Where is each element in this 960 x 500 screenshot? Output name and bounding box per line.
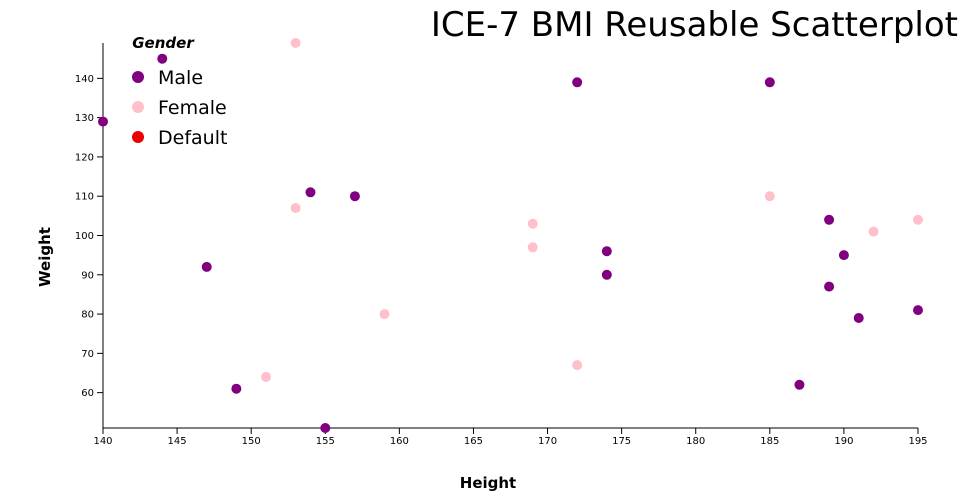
legend-marker-female bbox=[132, 101, 144, 113]
x-tick-label: 180 bbox=[686, 436, 705, 447]
x-tick-label: 155 bbox=[316, 436, 335, 447]
male-data-point bbox=[601, 246, 612, 257]
legend-marker-default bbox=[132, 131, 144, 143]
y-tick-label: 80 bbox=[81, 310, 94, 321]
y-tick-label: 70 bbox=[81, 349, 94, 360]
male-data-point bbox=[764, 77, 775, 88]
y-tick-label: 140 bbox=[75, 74, 94, 85]
x-tick-label: 190 bbox=[834, 436, 853, 447]
legend-title: Gender bbox=[132, 34, 195, 52]
female-data-point bbox=[764, 191, 775, 202]
male-data-point bbox=[320, 423, 331, 433]
y-tick-label: 110 bbox=[75, 192, 94, 203]
male-data-point bbox=[98, 116, 108, 127]
y-axis: 60 70 80 90 100 110 120 130 140 bbox=[75, 43, 104, 428]
y-tick-label: 60 bbox=[81, 388, 94, 399]
male-data-point bbox=[201, 261, 212, 272]
x-axis: 140 145 150 155 160 165 170 175 180 185 190 195 bbox=[93, 427, 928, 447]
x-tick-label: 165 bbox=[464, 436, 483, 447]
legend-label-default: Default bbox=[158, 127, 227, 149]
male-data-point bbox=[853, 313, 864, 323]
male-data-point bbox=[838, 250, 849, 261]
female-data-point bbox=[572, 360, 583, 371]
legend-marker-male bbox=[132, 71, 144, 83]
x-axis-title: Height bbox=[460, 474, 516, 492]
female-data-point bbox=[379, 309, 390, 320]
x-tick-label: 160 bbox=[390, 436, 409, 447]
male-data-point bbox=[157, 53, 168, 64]
male-data-point bbox=[305, 187, 316, 198]
female-data-point bbox=[527, 218, 538, 229]
x-tick-label: 145 bbox=[168, 436, 187, 447]
y-tick-label: 120 bbox=[75, 152, 94, 163]
male-data-point bbox=[572, 77, 583, 88]
female-data-point bbox=[290, 203, 301, 213]
x-tick-label: 185 bbox=[760, 436, 779, 447]
legend-label-female: Female bbox=[158, 97, 227, 119]
male-data-point bbox=[824, 214, 835, 225]
legend: Gender Male Female Default bbox=[132, 34, 227, 149]
x-tick-label: 170 bbox=[538, 436, 557, 447]
y-axis-title: Weight bbox=[36, 227, 54, 287]
legend-label-male: Male bbox=[158, 67, 203, 89]
x-tick-label: 150 bbox=[242, 436, 261, 447]
male-data-point bbox=[913, 305, 923, 316]
x-tick-label: 140 bbox=[93, 436, 112, 447]
female-data-point bbox=[868, 226, 879, 237]
male-data-point bbox=[349, 191, 360, 202]
male-data-point bbox=[231, 383, 242, 394]
female-data-point bbox=[261, 371, 271, 382]
y-tick-label: 130 bbox=[75, 113, 94, 124]
x-tick-label: 195 bbox=[908, 436, 927, 447]
female-data-point bbox=[527, 242, 538, 253]
female-data-point bbox=[290, 38, 301, 48]
y-tick-label: 100 bbox=[75, 231, 94, 242]
chart-title: ICE-7 BMI Reusable Scatterplot bbox=[431, 5, 958, 45]
data-points bbox=[98, 38, 923, 433]
male-data-point bbox=[794, 379, 805, 390]
male-data-point bbox=[601, 269, 612, 280]
y-tick-label: 90 bbox=[81, 270, 94, 281]
male-data-point bbox=[824, 281, 835, 292]
female-data-point bbox=[913, 214, 923, 225]
x-tick-label: 175 bbox=[612, 436, 631, 447]
